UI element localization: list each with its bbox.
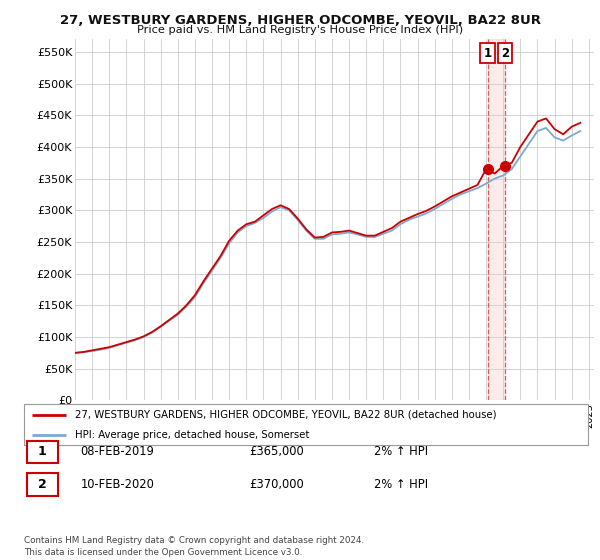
FancyBboxPatch shape xyxy=(24,404,588,445)
Text: 1: 1 xyxy=(484,46,492,60)
Text: HPI: Average price, detached house, Somerset: HPI: Average price, detached house, Some… xyxy=(75,430,309,440)
Text: 27, WESTBURY GARDENS, HIGHER ODCOMBE, YEOVIL, BA22 8UR (detached house): 27, WESTBURY GARDENS, HIGHER ODCOMBE, YE… xyxy=(75,410,496,420)
Text: Price paid vs. HM Land Registry's House Price Index (HPI): Price paid vs. HM Land Registry's House … xyxy=(137,25,463,35)
Text: 10-FEB-2020: 10-FEB-2020 xyxy=(80,478,154,491)
Text: 1: 1 xyxy=(38,445,47,459)
Text: 2% ↑ HPI: 2% ↑ HPI xyxy=(374,445,428,459)
Text: Contains HM Land Registry data © Crown copyright and database right 2024.
This d: Contains HM Land Registry data © Crown c… xyxy=(24,536,364,557)
FancyBboxPatch shape xyxy=(27,473,58,496)
Text: £365,000: £365,000 xyxy=(250,445,304,459)
Text: 08-FEB-2019: 08-FEB-2019 xyxy=(80,445,154,459)
Text: 27, WESTBURY GARDENS, HIGHER ODCOMBE, YEOVIL, BA22 8UR: 27, WESTBURY GARDENS, HIGHER ODCOMBE, YE… xyxy=(59,14,541,27)
Text: 2: 2 xyxy=(501,46,509,60)
FancyBboxPatch shape xyxy=(27,441,58,463)
Text: 2: 2 xyxy=(38,478,47,491)
Text: £370,000: £370,000 xyxy=(250,478,304,491)
Text: 2% ↑ HPI: 2% ↑ HPI xyxy=(374,478,428,491)
Bar xyxy=(488,39,505,400)
